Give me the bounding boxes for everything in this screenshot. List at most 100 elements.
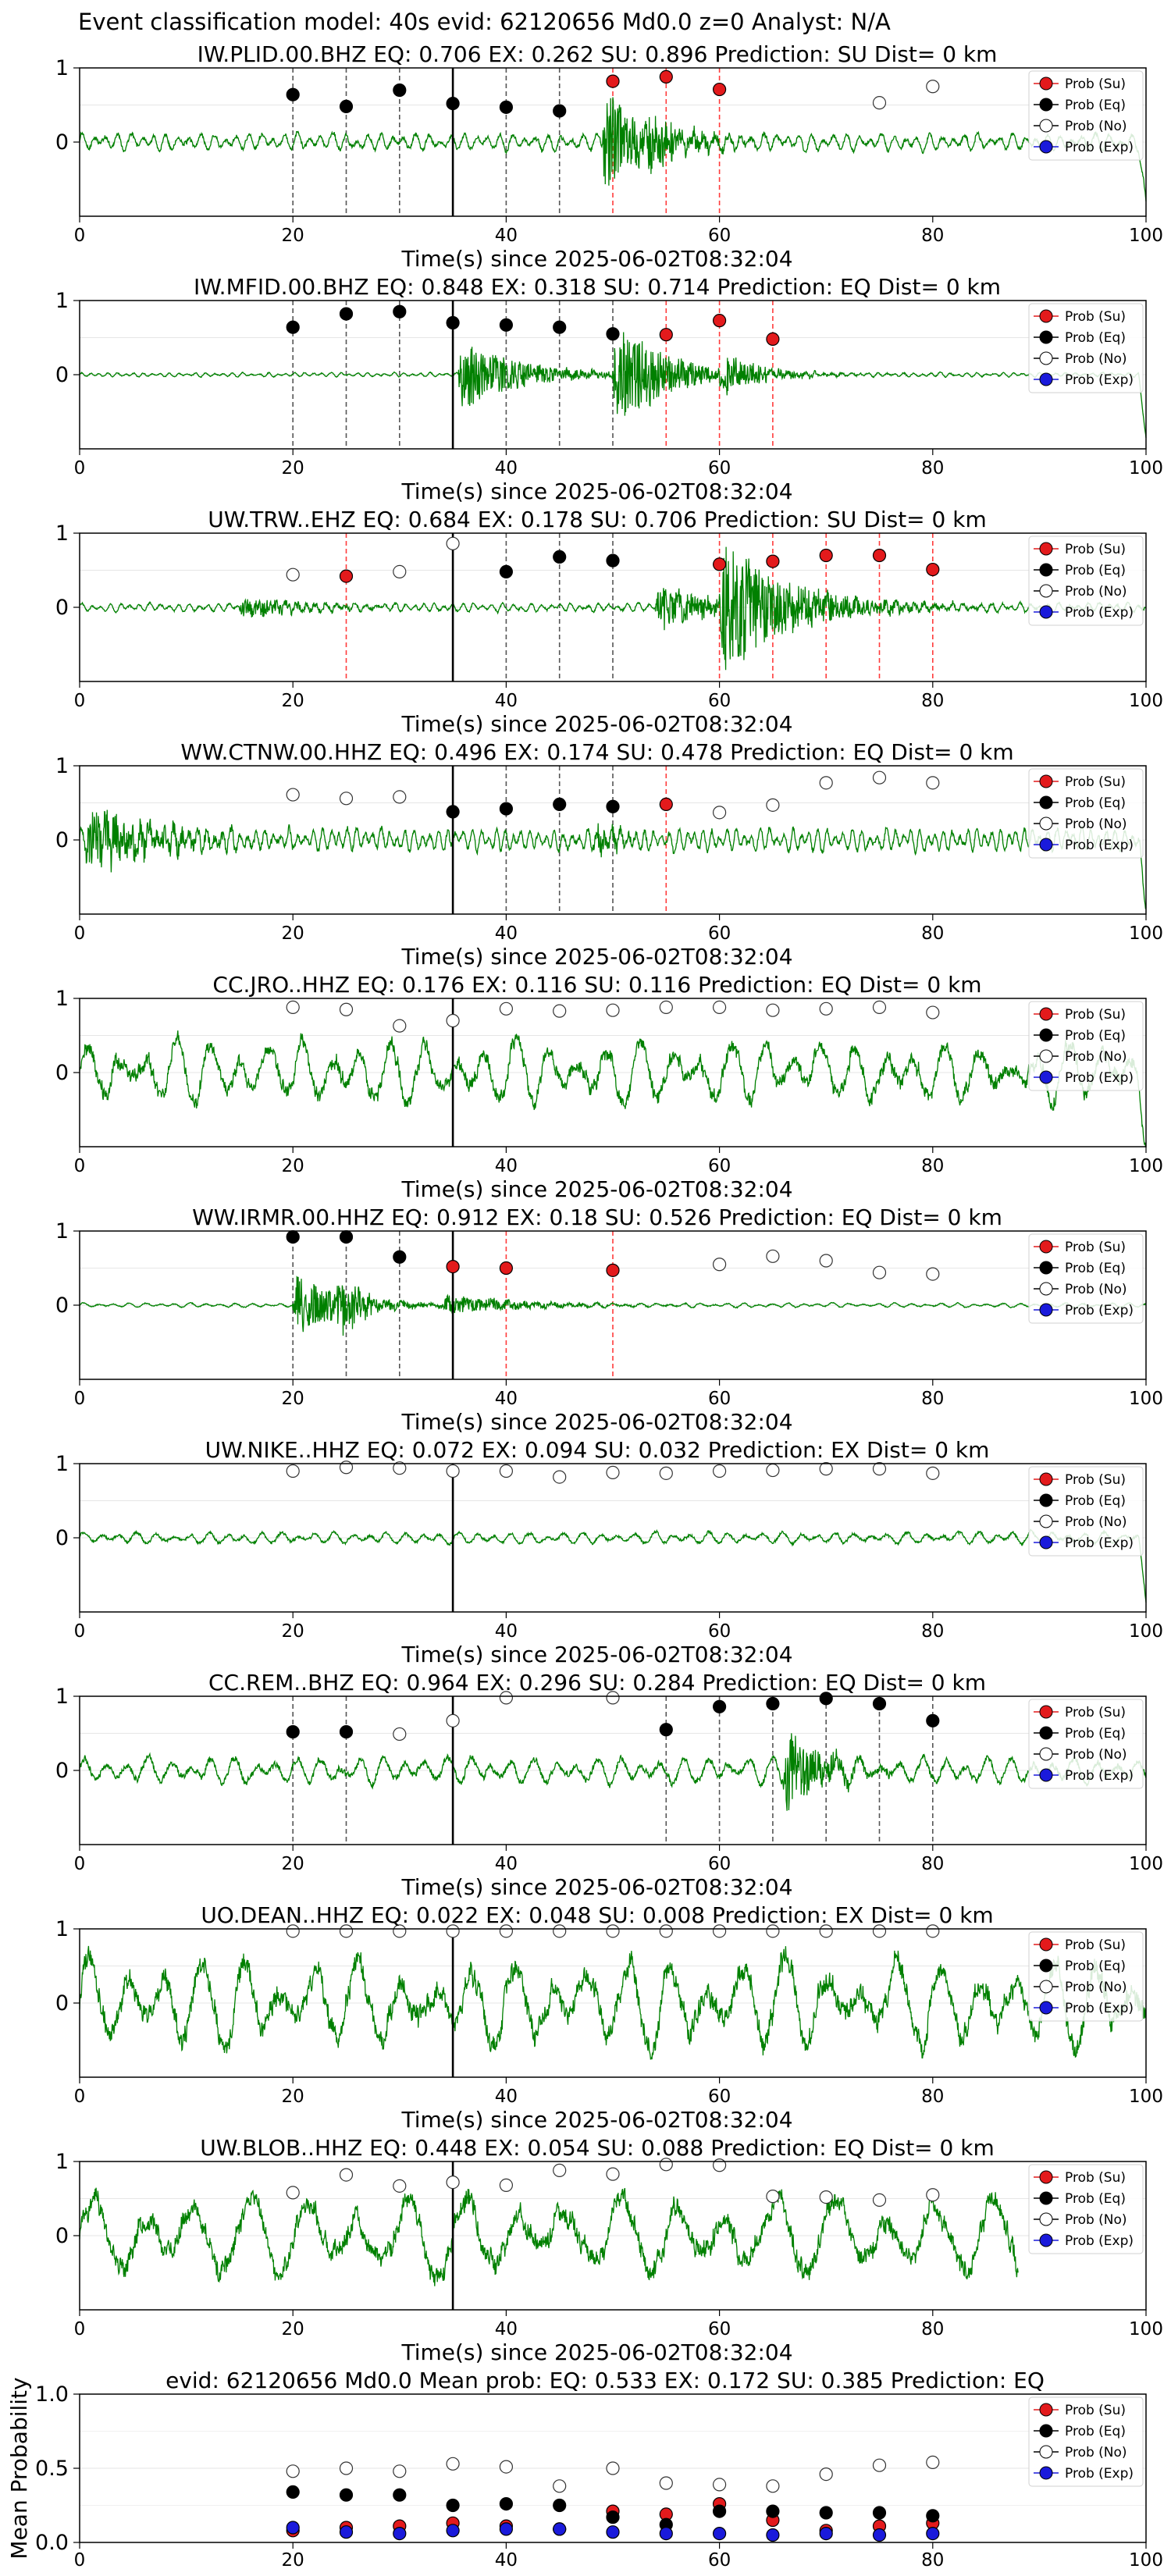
mean-probability-marker [286, 2485, 300, 2499]
probability-marker [499, 318, 514, 332]
y-tick-label: 1 [55, 1452, 69, 1476]
legend-label: Prob (Exp) [1065, 2466, 1134, 2482]
mean-probability-marker [926, 2527, 940, 2541]
x-tick-label: 20 [282, 1156, 304, 1176]
probability-marker [872, 1462, 887, 1476]
probability-marker [446, 315, 460, 330]
x-tick-label: 80 [921, 226, 944, 246]
probability-marker [446, 1713, 460, 1727]
x-tick-label: 60 [708, 226, 731, 246]
y-tick-label: 0 [55, 828, 69, 852]
mean-probability-marker [606, 2510, 620, 2524]
legend-box [1028, 2396, 1144, 2487]
probability-marker [872, 1265, 887, 1279]
mean-probability-marker [286, 2521, 300, 2535]
mean-probability-marker [872, 2458, 887, 2472]
x-tick-label: 20 [282, 2550, 304, 2571]
legend-label: Prob (Su) [1065, 1937, 1126, 1953]
probability-marker [606, 74, 620, 88]
panel-title: WW.IRMR.00.HHZ EQ: 0.912 EX: 0.18 SU: 0.… [192, 1204, 1002, 1230]
mean-probability-marker [393, 2527, 407, 2541]
probability-marker [446, 97, 460, 111]
panel-title: UW.BLOB..HHZ EQ: 0.448 EX: 0.054 SU: 0.0… [200, 2135, 995, 2161]
probability-marker [766, 332, 780, 346]
legend-label: Prob (Eq) [1065, 1493, 1126, 1509]
x-tick-label: 40 [495, 458, 518, 479]
mean-probability-marker [553, 2522, 567, 2536]
x-tick-label: 40 [495, 1621, 518, 1642]
probability-marker [553, 2163, 567, 2177]
probability-marker [606, 1691, 620, 1705]
x-tick-label: 20 [282, 2319, 304, 2339]
mean-probability-marker [872, 2528, 887, 2542]
x-tick-label: 0 [74, 691, 86, 711]
probability-marker [712, 314, 727, 328]
legend-marker [1039, 1747, 1053, 1761]
legend-marker [1039, 1937, 1053, 1952]
mean-probability-marker [393, 2488, 407, 2502]
probability-marker [659, 328, 673, 342]
probability-marker [606, 553, 620, 568]
mean-probability-marker [659, 2527, 673, 2541]
legend-marker [1039, 2466, 1053, 2480]
legend-label: Prob (Eq) [1065, 563, 1126, 578]
x-tick-label: 80 [921, 458, 944, 479]
probability-marker [712, 1699, 727, 1713]
probability-marker [339, 1924, 354, 1938]
mean-probability-panel: 0.0 0.5 1.0 0 20 40 60 80 100 evid: 62120656 Md0.… [6, 2368, 1163, 2571]
legend-marker [1039, 1959, 1053, 1973]
panel-title: WW.CTNW.00.HHZ EQ: 0.496 EX: 0.174 SU: 0… [180, 739, 1013, 765]
x-tick-label: 80 [921, 2319, 944, 2339]
mean-probability-marker [393, 2464, 407, 2478]
legend-label: Prob (Exp) [1065, 1535, 1134, 1551]
legend-label: Prob (No) [1065, 2212, 1127, 2228]
legend-label: Prob (No) [1065, 1747, 1127, 1763]
x-tick-label: 100 [1129, 2087, 1163, 2107]
probability-marker [553, 550, 567, 564]
probability-marker [393, 564, 407, 579]
probability-marker [499, 1261, 514, 1276]
legend-label: Prob (No) [1065, 1049, 1127, 1065]
x-tick-label: 40 [495, 923, 518, 944]
probability-marker [393, 83, 407, 98]
x-axis-label: Time(s) since 2025-06-02T08:32:04 [400, 711, 792, 737]
probability-marker [393, 1924, 407, 1938]
probability-marker [872, 1696, 887, 1711]
mean-probability-marker [766, 2479, 780, 2493]
mean-probability-marker [926, 2509, 940, 2523]
probability-marker [819, 1002, 833, 1016]
probability-marker [659, 1000, 673, 1015]
probability-marker [766, 1696, 780, 1711]
panel-title: evid: 62120656 Md0.0 Mean prob: EQ: 0.53… [166, 2368, 1045, 2393]
probability-marker [712, 2158, 727, 2172]
x-tick-label: 60 [708, 1389, 731, 1409]
probability-marker [286, 1229, 300, 1244]
mean-probability-marker [926, 2455, 940, 2469]
probability-marker [819, 1692, 833, 1706]
probability-marker [339, 307, 354, 321]
legend-label: Prob (Su) [1065, 774, 1126, 790]
probability-marker [819, 776, 833, 790]
y-tick-label: 0 [55, 1991, 69, 2016]
probability-marker [659, 1723, 673, 1737]
mean-probability-marker [766, 2528, 780, 2542]
x-tick-label: 40 [495, 1156, 518, 1176]
y-axis-label: Mean Probability [6, 2377, 32, 2559]
legend-box [1028, 303, 1144, 393]
probability-marker [339, 792, 354, 806]
mean-probability-marker [339, 2488, 354, 2502]
legend-box [1028, 1233, 1144, 1324]
x-tick-label: 80 [921, 2550, 944, 2571]
legend-marker [1039, 1980, 1053, 1994]
legend-label: Prob (Exp) [1065, 2233, 1134, 2249]
probability-marker [659, 1466, 673, 1480]
mean-probability-marker [446, 2524, 460, 2538]
legend-label: Prob (Eq) [1065, 2424, 1126, 2439]
mean-probability-marker [553, 2479, 567, 2493]
